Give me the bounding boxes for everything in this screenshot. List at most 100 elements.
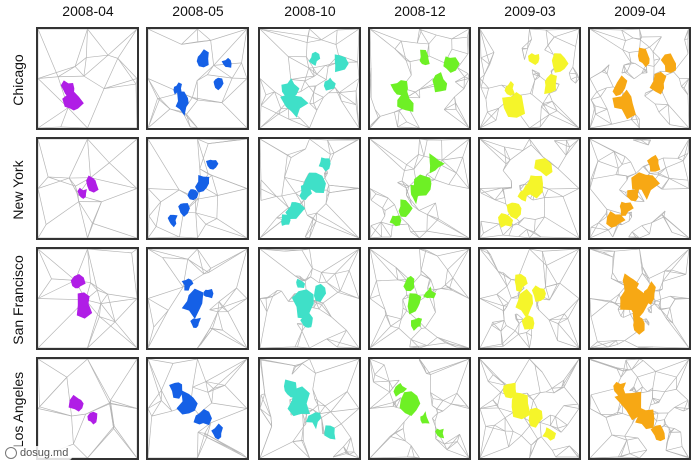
map-panel <box>36 357 139 460</box>
column-label: 2009-04 <box>614 3 666 19</box>
triangulation-mesh <box>480 139 579 238</box>
triangulation-mesh <box>590 139 689 238</box>
coverage-region <box>334 54 349 73</box>
map-panel <box>146 137 249 240</box>
coverage-region <box>528 407 543 428</box>
coverage-region <box>324 425 336 440</box>
coverage-region <box>187 189 199 201</box>
coverage-region <box>300 312 313 328</box>
coverage-region <box>281 78 300 99</box>
coverage-region <box>506 202 522 220</box>
map-panel <box>588 137 691 240</box>
coverage-region <box>612 89 636 120</box>
coverage-region <box>627 188 640 202</box>
coverage-region <box>620 287 649 320</box>
coverage-region <box>544 73 557 95</box>
coverage-region <box>410 317 423 331</box>
coverage-region <box>280 93 309 118</box>
coverage-region <box>318 157 331 172</box>
coverage-region <box>410 184 421 205</box>
coverage-region <box>528 53 540 66</box>
coverage-region <box>643 281 656 305</box>
coverage-region <box>435 428 445 439</box>
watermark-logo-icon <box>5 447 17 459</box>
row-label: Chicago <box>10 54 26 106</box>
triangulation-mesh <box>370 139 469 238</box>
watermark: dosug.md <box>4 446 73 460</box>
coverage-region <box>531 285 546 302</box>
coverage-region <box>423 286 437 299</box>
coverage-region <box>612 75 628 97</box>
coverage-region <box>632 312 645 335</box>
coverage-region <box>503 382 517 399</box>
coverage-region <box>308 51 321 66</box>
triangulation-mesh <box>260 249 359 348</box>
coverage-region <box>175 91 189 116</box>
map-panel <box>478 357 581 460</box>
coverage-region <box>517 184 533 202</box>
coverage-region <box>551 53 569 73</box>
coverage-region <box>649 71 667 95</box>
coverage-region <box>211 423 223 440</box>
map-panel <box>368 357 471 460</box>
row-label: San Francisco <box>10 255 26 345</box>
coverage-region <box>76 292 93 319</box>
triangulation-mesh <box>148 29 247 128</box>
map-panel <box>258 357 361 460</box>
coverage-region <box>660 53 677 73</box>
coverage-region <box>631 172 660 200</box>
row-label: New York <box>10 160 26 220</box>
coverage-region <box>393 383 408 397</box>
map-panel <box>36 137 139 240</box>
coverage-region <box>285 202 306 219</box>
column-label: 2008-04 <box>62 3 114 19</box>
triangulation-mesh <box>38 29 137 128</box>
triangulation-mesh <box>480 29 579 128</box>
coverage-region <box>502 91 526 118</box>
coverage-region <box>306 412 321 430</box>
coverage-region <box>622 273 640 294</box>
coverage-region <box>432 72 448 93</box>
column-label: 2008-10 <box>284 3 336 19</box>
coverage-region <box>542 427 557 441</box>
coverage-region <box>514 274 528 293</box>
coverage-region <box>521 315 535 330</box>
coverage-region <box>511 392 531 420</box>
coverage-region <box>77 187 87 199</box>
coverage-region <box>635 407 655 430</box>
coverage-region <box>68 394 84 412</box>
coverage-region <box>283 379 297 398</box>
triangulation-mesh <box>38 359 137 458</box>
coverage-region <box>390 80 408 96</box>
map-panel <box>588 27 691 130</box>
coverage-region <box>70 274 86 289</box>
map-panel <box>258 27 361 130</box>
map-panel <box>478 27 581 130</box>
triangulation-mesh <box>370 29 469 128</box>
triangulation-mesh <box>480 359 579 458</box>
coverage-region <box>498 213 514 228</box>
coverage-region <box>397 89 414 112</box>
triangulation-mesh <box>370 249 469 348</box>
triangulation-mesh <box>148 359 247 458</box>
coverage-region <box>203 288 214 299</box>
coverage-region <box>178 203 190 217</box>
coverage-region <box>534 158 553 177</box>
column-label: 2009-03 <box>504 3 556 19</box>
coverage-region <box>614 391 642 421</box>
coverage-region <box>389 215 402 227</box>
coverage-region <box>419 49 430 66</box>
coverage-region <box>299 183 312 200</box>
triangulation-mesh <box>590 29 689 128</box>
column-label: 2008-05 <box>172 3 224 19</box>
triangulation-mesh <box>38 249 137 348</box>
triangulation-mesh <box>480 249 579 348</box>
coverage-region <box>221 57 232 68</box>
coverage-region <box>613 381 627 399</box>
column-label: 2008-12 <box>394 3 446 19</box>
coverage-region <box>323 77 336 91</box>
coverage-region <box>181 278 194 291</box>
watermark-text: dosug.md <box>20 447 69 459</box>
triangulation-mesh <box>148 139 247 238</box>
coverage-region <box>313 283 327 302</box>
